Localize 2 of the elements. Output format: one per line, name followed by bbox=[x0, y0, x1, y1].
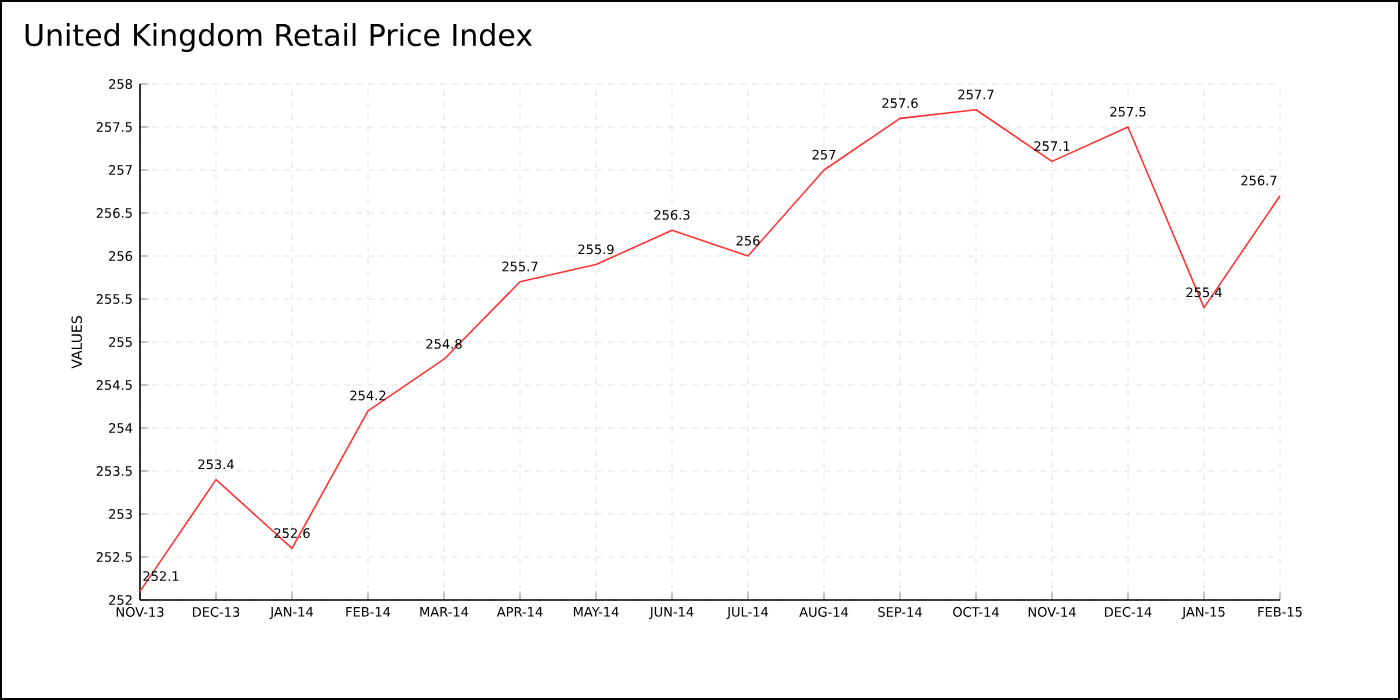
chart-title: United Kingdom Retail Price Index bbox=[25, 23, 533, 53]
line-series bbox=[139, 108, 1281, 593]
